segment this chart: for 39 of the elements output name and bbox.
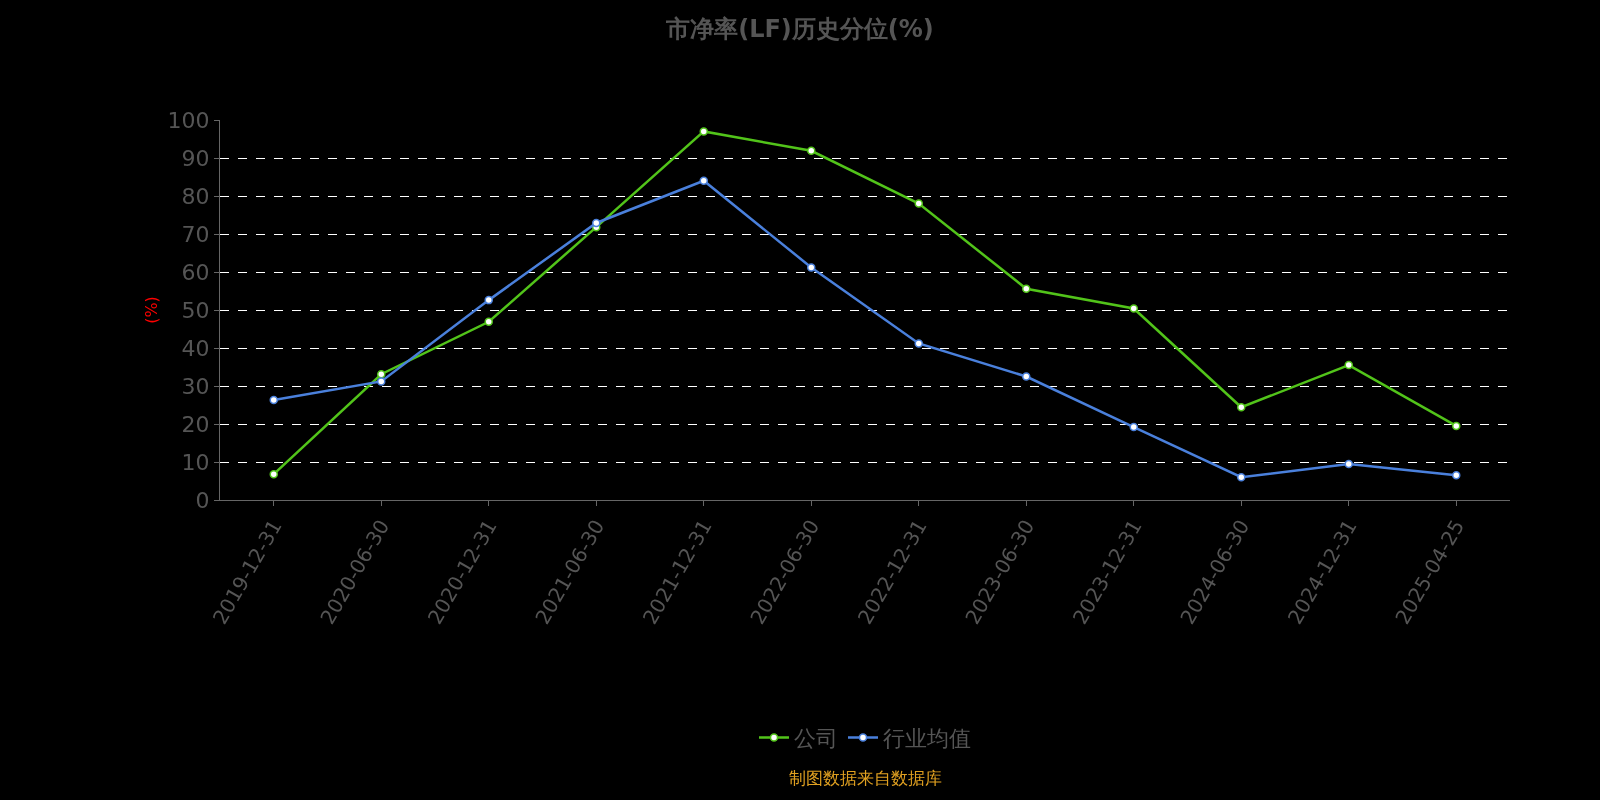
point [377,369,386,379]
y-tick-label: 40 [181,335,210,361]
point [699,127,708,136]
point [914,339,923,348]
y-tick-label: 20 [181,411,210,437]
point [1344,360,1353,370]
point [592,218,601,228]
chart-title: 市净率(LF)历史分位(%) [665,14,934,43]
legend-label: 公司 [794,725,838,751]
y-tick-label: 80 [181,183,210,209]
point [1022,372,1031,381]
point [269,469,278,479]
y-tick-label: 50 [181,297,210,323]
y-tick-label: 10 [181,449,210,475]
point [1022,284,1031,293]
y-tick-label: 60 [181,259,210,285]
y-tick-label: 70 [181,221,210,247]
text: 制图数据来自数据库 [789,768,942,788]
y-tick-label: 90 [181,145,210,171]
point [1237,472,1246,482]
point [1452,421,1461,431]
point [807,263,816,272]
point [914,199,923,208]
legend-label: 行业均值 [883,725,971,751]
point [1129,422,1138,432]
point [484,295,493,305]
y-axis-title: (%) [142,296,162,324]
point [1452,471,1461,480]
point [699,176,708,186]
point [807,146,816,156]
point [269,395,278,405]
point [1237,403,1246,412]
y-tick-label: 0 [195,487,210,513]
point [1129,304,1138,313]
point [484,317,493,327]
y-tick-label: 100 [167,107,210,133]
point [377,377,386,386]
y-tick-label: 30 [181,373,210,399]
point [1344,459,1353,469]
